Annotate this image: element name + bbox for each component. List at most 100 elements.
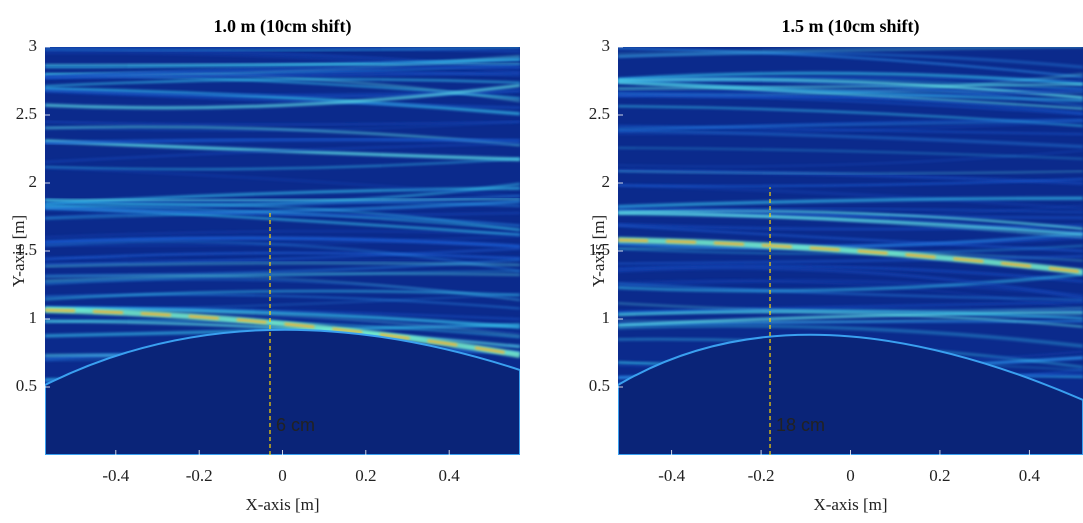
heatmap-texture <box>618 279 1083 298</box>
heatmap-texture <box>45 328 520 455</box>
heatmap-texture <box>618 147 1083 160</box>
y-tick-label: 1.5 <box>16 240 37 259</box>
heatmap-texture <box>45 142 520 164</box>
heatmap-texture <box>618 207 1083 214</box>
marker-label: 18 cm <box>776 415 825 435</box>
x-tick-label: 0 <box>846 466 855 485</box>
heatmap-texture <box>618 209 1083 230</box>
heatmap-texture <box>618 238 1083 274</box>
heatmap-texture <box>618 83 1083 90</box>
heatmap-texture <box>45 166 520 198</box>
heatmap-texture <box>618 89 1083 99</box>
heatmap-texture <box>45 90 520 109</box>
heatmap-texture <box>45 195 520 209</box>
heatmap-texture <box>618 119 1083 130</box>
heatmap-texture <box>45 87 520 116</box>
heatmap-texture <box>618 302 1083 313</box>
heatmap-texture <box>618 324 1083 348</box>
y-tick-label: 2.5 <box>589 104 610 123</box>
chart-title: 1.5 m (10cm shift) <box>782 16 920 37</box>
y-tick-label: 3 <box>29 36 38 55</box>
y-tick-label: 3 <box>602 36 611 55</box>
y-tick-label: 0.5 <box>16 376 37 395</box>
heatmap-texture <box>618 280 1083 310</box>
heatmap-texture <box>45 289 520 301</box>
heatmap-texture <box>45 261 520 268</box>
heatmap-texture <box>618 311 1083 328</box>
y-tick-label: 2 <box>602 172 611 191</box>
x-tick-label: -0.4 <box>102 466 129 485</box>
heatmap-texture <box>45 70 520 79</box>
heatmap-texture <box>45 203 520 232</box>
heatmap-texture <box>618 47 1083 79</box>
heatmap-texture <box>618 272 1083 293</box>
heatmap-texture <box>618 128 1083 149</box>
y-tick-label: 0.5 <box>589 376 610 395</box>
heatmap-texture <box>45 83 520 110</box>
heatmap-texture <box>45 230 520 239</box>
heatmap-texture <box>618 211 1083 236</box>
y-tick-label: 1.5 <box>589 240 610 259</box>
x-tick-label: -0.2 <box>748 466 775 485</box>
heatmap-texture <box>45 270 520 284</box>
heatmap-texture <box>45 308 520 357</box>
heatmap-texture <box>45 319 520 349</box>
heatmap-texture <box>618 47 896 54</box>
heatmap-texture <box>618 170 1083 175</box>
heatmap-texture <box>618 282 1083 301</box>
heatmap-texture <box>618 183 1083 211</box>
heatmap-texture <box>45 120 520 126</box>
chart-title: 1.0 m (10cm shift) <box>214 16 352 37</box>
x-tick-label: 0.4 <box>439 466 461 485</box>
heatmap-texture <box>45 256 520 262</box>
heatmap-texture <box>45 200 520 213</box>
heatmap-texture <box>618 81 1083 110</box>
x-tick-label: 0 <box>278 466 287 485</box>
y-tick-label: 1 <box>602 308 611 327</box>
heatmap-texture <box>45 251 520 261</box>
x-tick-label: -0.4 <box>658 466 685 485</box>
y-tick-label: 2 <box>29 172 38 191</box>
heatmap-texture <box>618 120 1083 136</box>
heatmap-texture <box>45 78 520 88</box>
heatmap-texture <box>618 51 1083 69</box>
y-tick-label: 2.5 <box>16 104 37 123</box>
heatmap-texture <box>618 94 1083 115</box>
heatmap-texture <box>618 196 1083 209</box>
heatmap-texture <box>45 240 520 273</box>
x-tick-label: 0.2 <box>355 466 376 485</box>
y-tick-label: 1 <box>29 308 38 327</box>
x-axis-label: X-axis [m] <box>813 495 887 514</box>
heatmap-texture <box>45 58 520 68</box>
heatmap-texture <box>618 266 1083 300</box>
heatmap-texture <box>618 71 1083 86</box>
heatmap-texture <box>45 236 520 249</box>
heatmap-texture <box>618 222 1083 231</box>
heatmap-texture <box>618 300 1083 313</box>
x-tick-label: 0.2 <box>929 466 950 485</box>
y-axis-label: Y-axis [m] <box>9 215 28 287</box>
heatmap-texture <box>618 264 1083 283</box>
heatmap-texture <box>618 178 1083 187</box>
heatmap-texture <box>45 47 520 53</box>
marker-label: 6 cm <box>276 415 315 435</box>
heatmap-texture <box>618 206 1083 234</box>
x-axis-label: X-axis [m] <box>245 495 319 514</box>
heatmap <box>45 47 520 455</box>
x-tick-label: -0.2 <box>186 466 213 485</box>
x-tick-label: 0.4 <box>1019 466 1041 485</box>
heatmap <box>618 47 1083 455</box>
heatmap-texture <box>618 224 1083 252</box>
heatmap-texture <box>45 315 520 334</box>
heatmap-texture <box>45 247 520 266</box>
y-axis-label: Y-axis [m] <box>589 215 608 287</box>
heatmap-texture <box>45 137 520 145</box>
heatmap-texture <box>618 255 1083 265</box>
heatmap-texture <box>618 231 1083 249</box>
heatmap-texture <box>618 333 1083 455</box>
heatmap-texture <box>618 79 1083 107</box>
heatmap-texture <box>45 51 520 74</box>
heatmap-texture <box>45 157 520 171</box>
heatmap-texture <box>618 310 1083 327</box>
